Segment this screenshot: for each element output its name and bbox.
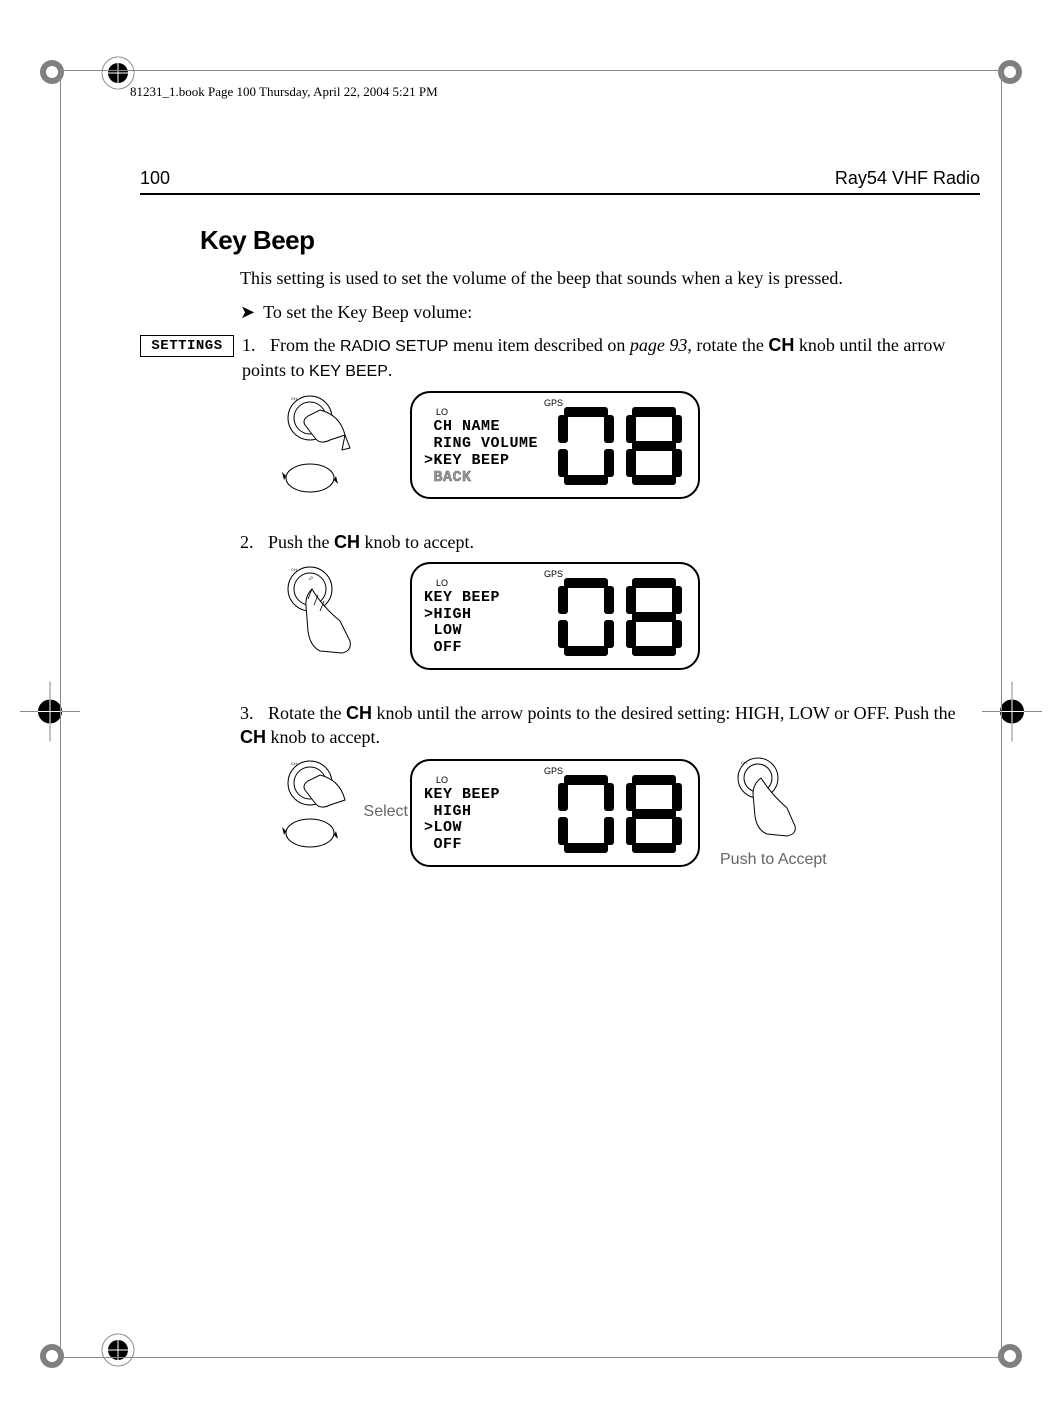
- lcd-menu-1: CH NAME RING VOLUME >KEY BEEP BACK: [424, 419, 538, 486]
- s1-period: .: [388, 360, 393, 380]
- lcd-lo-2: LO: [436, 578, 448, 588]
- push-accept-label: Push to Accept: [720, 851, 827, 869]
- page-number: 100: [140, 168, 170, 189]
- lcd3-l2: HIGH: [424, 804, 500, 821]
- s1-menu: RADIO SETUP: [340, 338, 448, 355]
- s3-mid: knob until the arrow points to the desir…: [372, 703, 956, 723]
- s1-pre: From the: [270, 335, 340, 355]
- s3-pre: Rotate the: [268, 703, 346, 723]
- s3-knob2: CH: [240, 727, 266, 747]
- lcd-lo-1: LO: [436, 407, 448, 417]
- s2-end: knob to accept.: [360, 532, 474, 552]
- section-title: Key Beep: [200, 225, 980, 256]
- s1-page: page 93: [630, 335, 688, 355]
- lcd3-l1: KEY BEEP: [424, 787, 500, 804]
- procedure-pointer: ➤ To set the Key Beep volume:: [240, 302, 980, 323]
- s2-knob: CH: [334, 532, 360, 552]
- figure-row-3: CH Select LO GPS KEY BEEP HIGH >LOW OFF: [270, 755, 980, 870]
- lcd2-l2: >HIGH: [424, 607, 500, 624]
- lcd-menu-2: KEY BEEP >HIGH LOW OFF: [424, 590, 500, 657]
- pointer-arrow-icon: ➤: [240, 302, 255, 323]
- rotate-knob-icon: CH: [270, 390, 390, 500]
- lcd-menu-3: KEY BEEP HIGH >LOW OFF: [424, 787, 500, 854]
- s1-mid: menu item described on: [448, 335, 629, 355]
- s3-end: knob to accept.: [266, 727, 380, 747]
- lcd-screen-3: LO GPS KEY BEEP HIGH >LOW OFF: [410, 759, 700, 867]
- lcd3-l3: >LOW: [424, 820, 500, 837]
- page-header: 100 Ray54 VHF Radio: [140, 168, 980, 195]
- step-3-text: 3.Rotate the CH knob until the arrow poi…: [240, 701, 980, 750]
- book-header: 81231_1.book Page 100 Thursday, April 22…: [130, 84, 438, 100]
- push-accept-icon: CH: [723, 756, 823, 846]
- s1-mid2: , rotate the: [687, 335, 768, 355]
- intro-paragraph: This setting is used to set the volume o…: [240, 266, 980, 290]
- step-1-row: SETTINGS 1.From the RADIO SETUP menu ite…: [140, 333, 980, 382]
- lcd-digit-08-icon-2: [556, 576, 686, 658]
- lcd-lo-3: LO: [436, 775, 448, 785]
- lcd1-l1: CH NAME: [424, 419, 538, 436]
- lcd-screen-2: LO GPS KEY BEEP >HIGH LOW OFF: [410, 562, 700, 670]
- s1-item: KEY BEEP: [309, 363, 388, 380]
- lcd2-l3: LOW: [424, 623, 500, 640]
- figure-row-2: CH TO LO GPS KEY BEEP >HIGH LOW OFF: [270, 561, 980, 671]
- lcd1-l3: >KEY BEEP: [424, 453, 538, 470]
- settings-badge: SETTINGS: [140, 335, 234, 357]
- figure-row-1: CH LO GPS CH NAME RING VOLUME >KEY BEEP …: [270, 390, 980, 500]
- content-area: Key Beep This setting is used to set the…: [140, 225, 980, 900]
- s2-pre: Push the: [268, 532, 334, 552]
- svg-text:TO: TO: [308, 575, 314, 581]
- svg-text:CH: CH: [291, 396, 297, 401]
- svg-text:CH: CH: [741, 760, 747, 765]
- select-knob-wrap: CH Select: [270, 755, 390, 870]
- s1-knob: CH: [768, 335, 794, 355]
- lcd1-l4: BACK: [424, 470, 538, 487]
- product-name: Ray54 VHF Radio: [835, 168, 980, 189]
- svg-text:CH: CH: [291, 761, 297, 766]
- svg-text:CH: CH: [291, 567, 297, 572]
- step-1-text: 1.From the RADIO SETUP menu item describ…: [242, 333, 980, 382]
- lcd1-l2: RING VOLUME: [424, 436, 538, 453]
- pointer-text: To set the Key Beep volume:: [263, 302, 472, 322]
- select-label: Select: [364, 803, 408, 821]
- push-accept-wrap: CH Push to Accept: [720, 756, 827, 869]
- lcd-digit-08-icon: [556, 405, 686, 487]
- lcd3-l4: OFF: [424, 837, 500, 854]
- lcd-digit-08-icon-3: [556, 773, 686, 855]
- lcd-screen-1: LO GPS CH NAME RING VOLUME >KEY BEEP BAC…: [410, 391, 700, 499]
- step-2-text: 2.Push the CH knob to accept.: [240, 530, 980, 554]
- lcd2-l1: KEY BEEP: [424, 590, 500, 607]
- push-knob-icon: CH TO: [270, 561, 390, 671]
- lcd2-l4: OFF: [424, 640, 500, 657]
- s3-knob: CH: [346, 703, 372, 723]
